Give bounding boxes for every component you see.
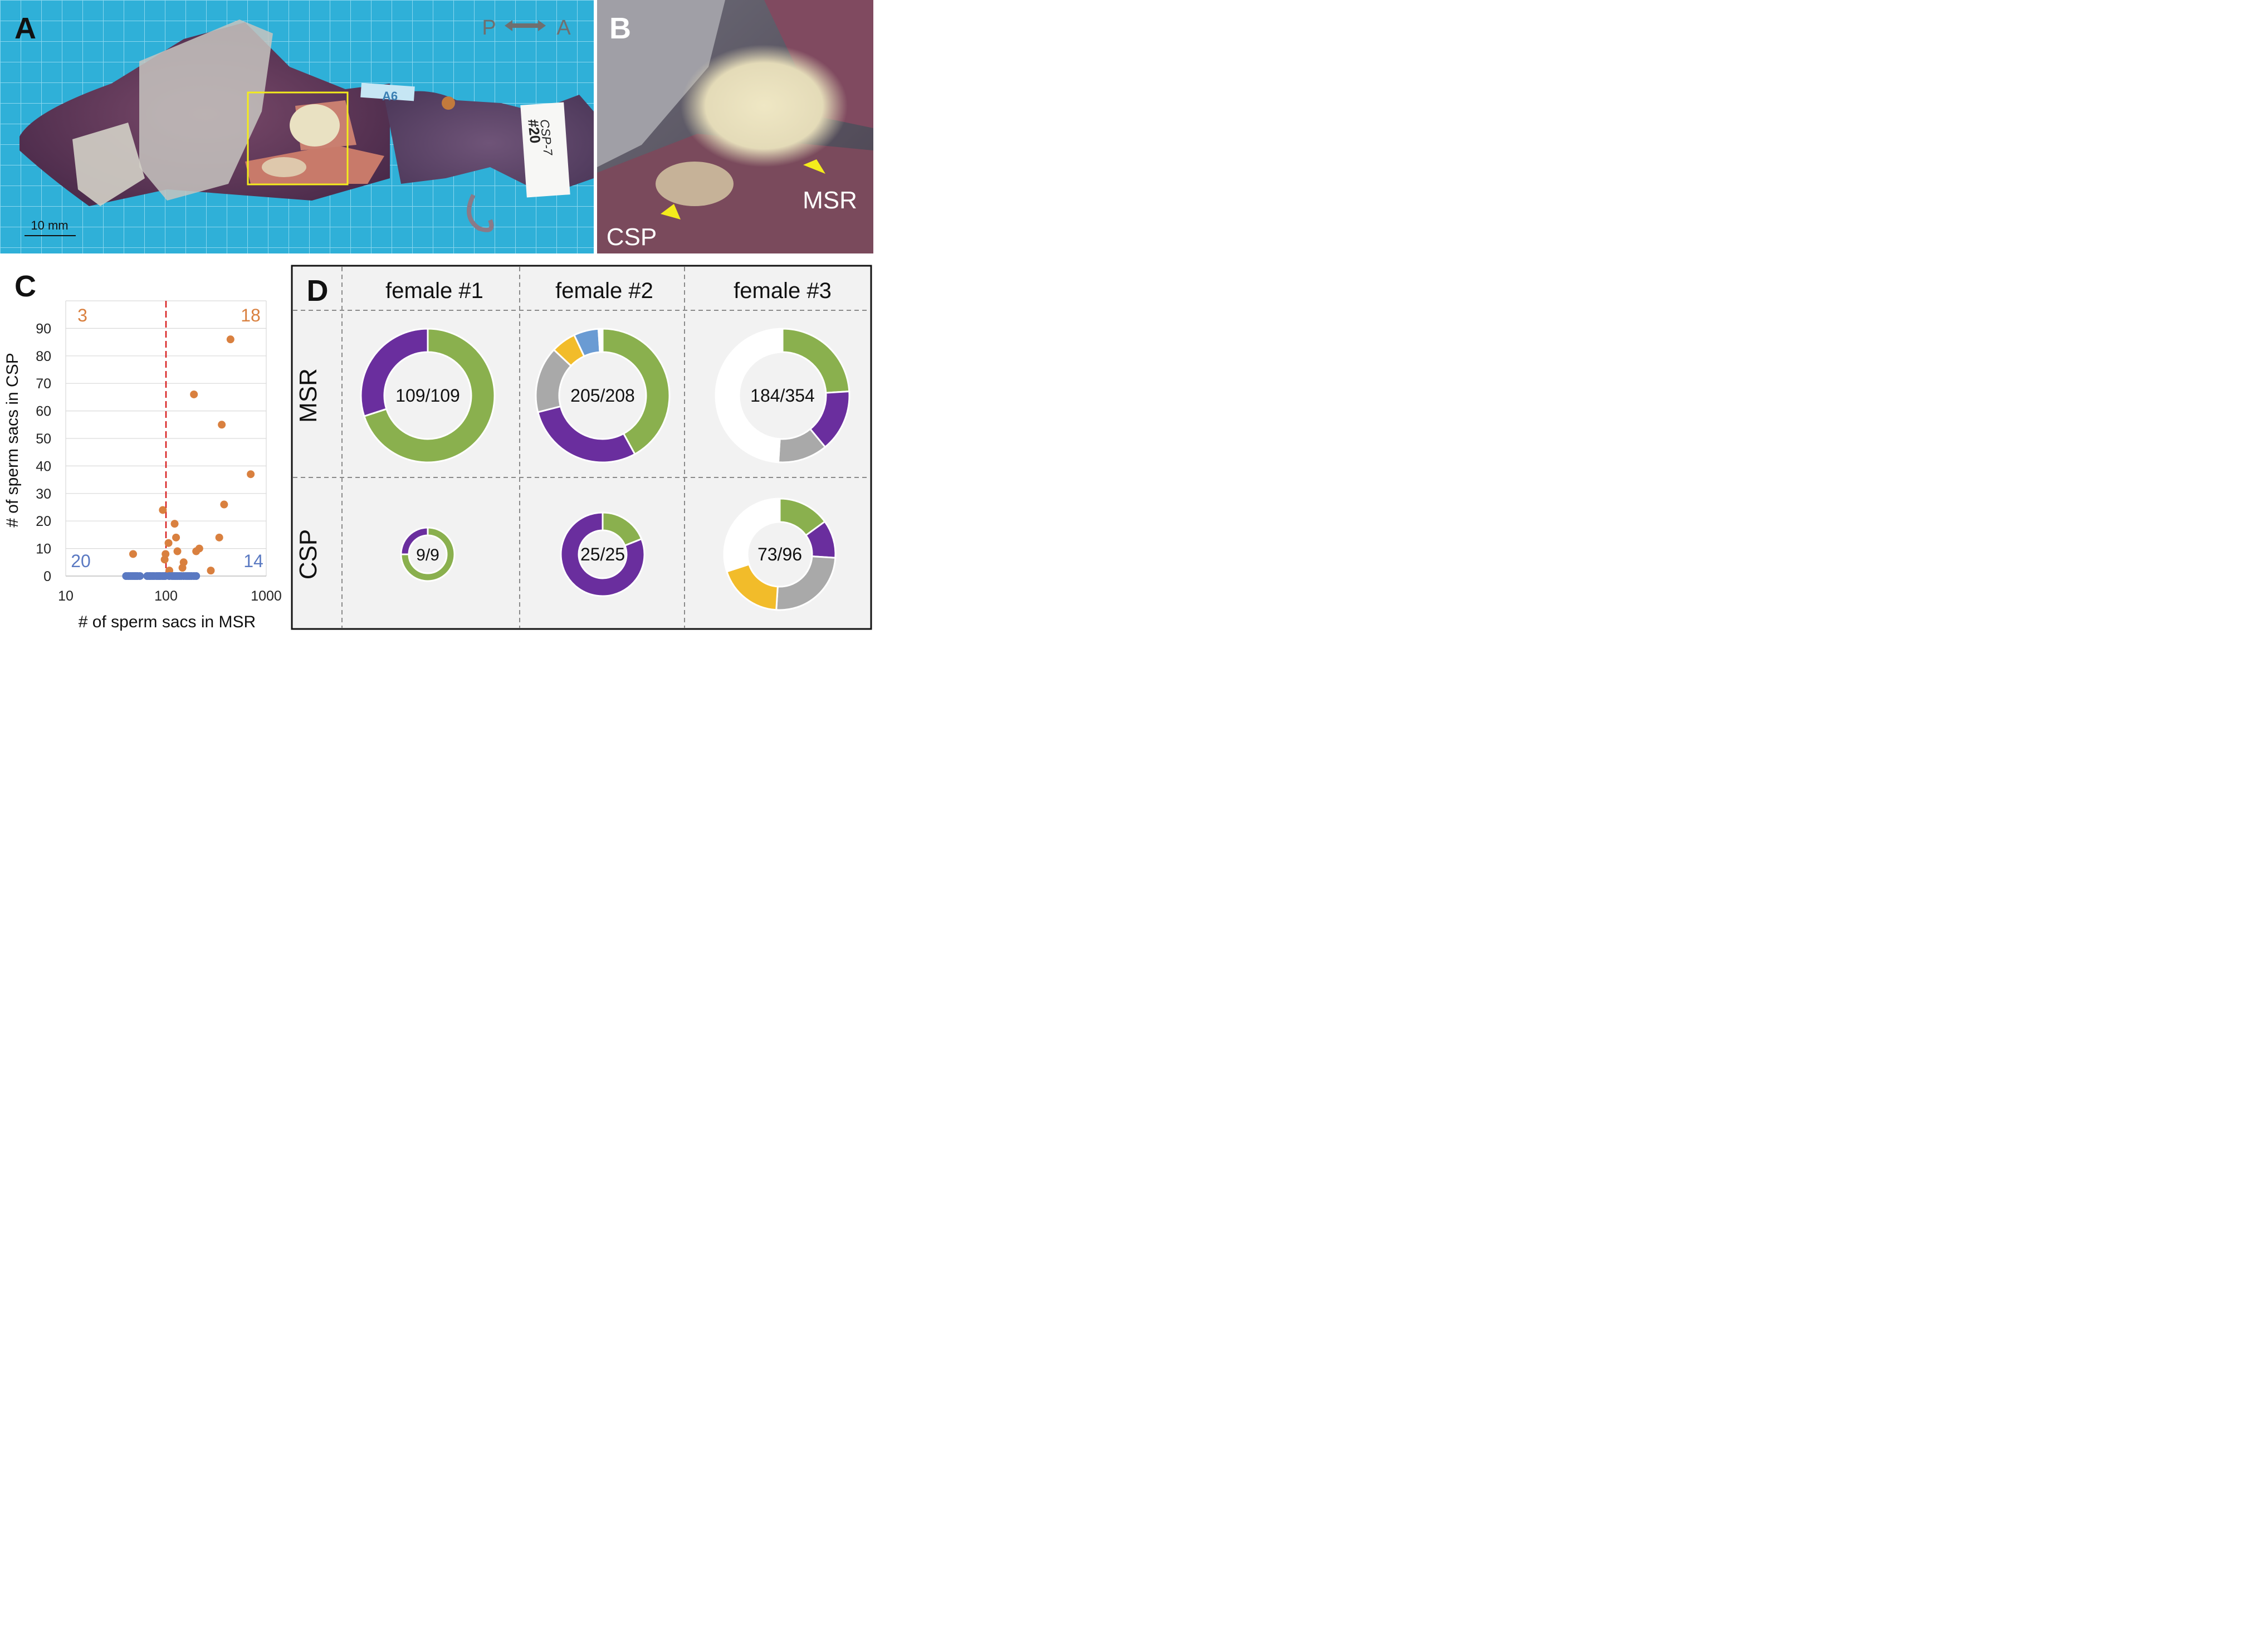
data-points <box>122 335 255 580</box>
donut-csp-1: 9/9 <box>400 526 456 582</box>
data-point-orange <box>215 533 223 542</box>
y-tick-label: 20 <box>36 514 51 529</box>
panel-b-photo: MSR CSP B <box>597 0 873 253</box>
tag-text: A6 <box>382 89 398 103</box>
column-header-female-2: female #2 <box>555 279 653 303</box>
y-tick-label: 90 <box>36 321 51 336</box>
donut-charts: 109/109 205/208 184/354 9/9 25/25 73/96 <box>360 328 850 611</box>
data-point-orange <box>173 547 182 555</box>
csp-label: CSP <box>607 223 657 251</box>
data-point-orange <box>129 550 137 558</box>
donut-segment <box>723 497 781 573</box>
count-bottom-right: 14 <box>243 551 263 571</box>
data-point-blue <box>136 572 144 580</box>
donut-segment <box>400 526 429 555</box>
msr-label: MSR <box>803 187 857 214</box>
donut-count-label: 25/25 <box>580 544 625 564</box>
grid-dividers <box>293 267 870 628</box>
data-point-orange <box>247 470 255 479</box>
specimen-label-line2: #20 <box>525 118 544 144</box>
donut-count-label: 205/208 <box>570 386 635 406</box>
msr-arrowhead <box>803 159 825 174</box>
panel-b-label: B <box>609 12 631 45</box>
donut-segment <box>363 328 496 464</box>
data-point-orange <box>164 539 173 547</box>
y-tick-label: 30 <box>36 486 51 502</box>
donut-count-label: 184/354 <box>750 386 815 406</box>
donut-msr-3: 184/354 <box>715 328 850 464</box>
data-point-orange <box>195 544 203 553</box>
data-point-orange <box>218 421 226 429</box>
data-point-orange <box>172 533 180 542</box>
donut-msr-1: 109/109 <box>360 328 496 464</box>
data-point-orange <box>170 520 179 528</box>
donut-segment <box>560 511 646 597</box>
y-axis-label: # of sperm sacs in CSP <box>3 353 22 527</box>
x-tick-label: 100 <box>154 588 178 604</box>
column-header-female-3: female #3 <box>734 279 832 303</box>
panel-d-donut-grid: D female #1 female #2 female #3 MSR CSP … <box>291 265 872 630</box>
y-tick-label: 40 <box>36 458 51 474</box>
squid-dissection-photo: 10 mm P A A6 CSP-7 #20 <box>0 0 594 253</box>
x-tick-label: 1000 <box>251 588 282 604</box>
count-bottom-left: 20 <box>71 551 91 571</box>
data-point-orange <box>226 335 234 344</box>
y-tick-label: 70 <box>36 376 51 392</box>
donut-csp-3: 73/96 <box>723 497 837 611</box>
data-point-orange <box>162 550 170 558</box>
y-tick-label: 50 <box>36 431 51 447</box>
data-point-orange <box>159 506 167 514</box>
y-axis-ticks: 0 10 20 30 40 50 60 70 80 90 <box>36 321 51 584</box>
y-tick-label: 80 <box>36 349 51 364</box>
donut-segment <box>360 328 429 417</box>
x-axis-ticks: 10 100 1000 <box>58 588 282 604</box>
data-point-orange <box>207 567 215 575</box>
orientation-arrow <box>505 20 546 31</box>
donut-msr-2: 205/208 <box>535 328 671 464</box>
csp-arrowhead <box>661 204 681 219</box>
zoom-region-box <box>247 91 349 186</box>
donut-count-label: 109/109 <box>395 386 460 406</box>
x-tick-label: 10 <box>58 588 74 604</box>
scale-bar-label: 10 mm <box>31 218 68 232</box>
panel-a-photo: 10 mm P A A6 CSP-7 #20 A <box>0 0 594 253</box>
y-tick-label: 10 <box>36 542 51 557</box>
donut-segment <box>715 328 784 464</box>
count-top-left: 3 <box>77 305 87 325</box>
donut-count-label: 73/96 <box>757 544 802 564</box>
column-header-female-1: female #1 <box>385 279 483 303</box>
data-point-orange <box>220 500 228 509</box>
data-point-orange <box>179 558 188 567</box>
y-tick-label: 60 <box>36 404 51 419</box>
donut-segment <box>400 526 456 582</box>
donut-count-label: 9/9 <box>416 546 439 564</box>
data-point-orange <box>190 390 198 398</box>
x-axis-label: # of sperm sacs in MSR <box>79 613 256 631</box>
row-header-csp: CSP <box>295 529 322 579</box>
posterior-label: P <box>482 16 496 40</box>
count-top-right: 18 <box>241 305 261 325</box>
panel-d-label: D <box>307 274 329 308</box>
donut-segment <box>597 328 604 353</box>
row-header-msr: MSR <box>295 368 322 423</box>
panel-c-label: C <box>14 270 36 303</box>
data-point-blue <box>192 572 201 580</box>
y-tick-label: 0 <box>43 569 51 584</box>
anterior-label: A <box>556 16 571 40</box>
panel-a-label: A <box>14 12 36 45</box>
seminal-receptacle-closeup: MSR CSP <box>597 0 873 253</box>
donut-segment <box>602 328 671 456</box>
donut-csp-2: 25/25 <box>560 511 646 597</box>
